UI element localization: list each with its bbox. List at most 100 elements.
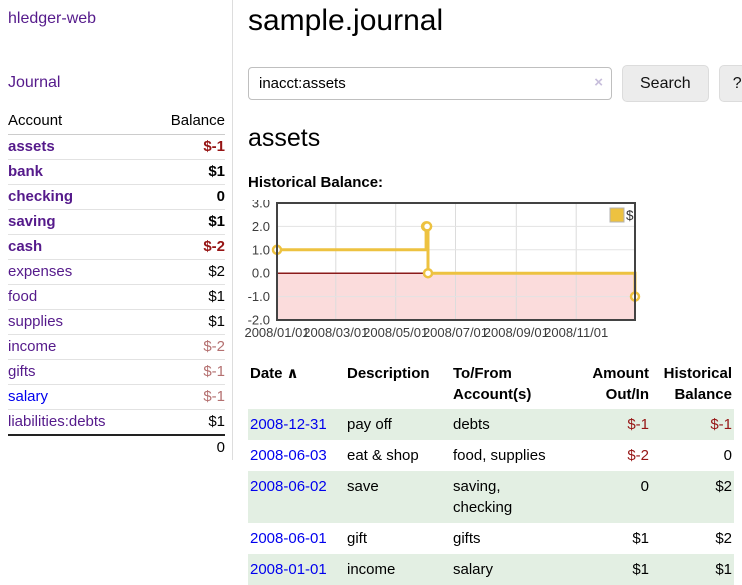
transaction-accounts: food, supplies	[453, 447, 546, 464]
account-link[interactable]: saving	[8, 213, 56, 230]
historical-balance: $-1	[651, 409, 734, 440]
app-brand-link[interactable]: hledger-web	[8, 10, 97, 27]
register-row: 2008-12-31 pay off debts $-1 $-1	[248, 409, 734, 440]
help-button[interactable]: ?	[718, 65, 742, 102]
transaction-description: pay off	[345, 409, 451, 440]
account-balance: $1	[147, 159, 225, 185]
y-axis-tick-label: -1.0	[248, 289, 270, 304]
transaction-accounts: gifts	[453, 530, 481, 547]
date-link[interactable]: 2008-06-01	[250, 530, 327, 547]
account-link[interactable]: liabilities:debts	[8, 413, 106, 430]
register-table: Date ∧ Description To/From Account(s) Amou…	[248, 360, 734, 585]
sidebar-item-journal[interactable]: Journal	[8, 74, 61, 91]
transaction-description: gift	[347, 530, 368, 547]
y-axis-tick-label: -2.0	[248, 313, 270, 328]
historical-balance: $1	[651, 554, 734, 585]
chart-heading: Historical Balance:	[248, 174, 384, 191]
register-row: 2008-06-01 gift gifts $1 $2	[248, 523, 734, 554]
account-row: supplies $1	[8, 309, 225, 335]
accounts-header-balance: Balance	[147, 108, 225, 135]
account-link[interactable]: assets	[8, 138, 55, 155]
account-row: salary $-1	[8, 384, 225, 410]
amount-out-in: $-2	[627, 447, 649, 464]
x-axis-tick-label: 2008/07/01	[423, 325, 488, 340]
amount-out-in: $-1	[580, 409, 651, 440]
account-row: saving $1	[8, 209, 225, 235]
transaction-description: save	[345, 471, 451, 523]
x-axis-tick-label: 2008/03/01	[303, 325, 368, 340]
register-header-accounts: To/From Account(s)	[453, 365, 532, 403]
y-axis-tick-label: 1.0	[252, 242, 270, 257]
account-row: expenses $2	[8, 259, 225, 285]
x-axis-tick-label: 2008/05/01	[363, 325, 428, 340]
account-row: assets $-1	[8, 134, 225, 160]
account-row: gifts $-1	[8, 359, 225, 385]
register-row: 2008-06-03 eat & shop food, supplies $-2 0	[248, 440, 734, 471]
account-row: cash $-2	[8, 234, 225, 260]
legend-label: $	[626, 208, 634, 223]
main-content: sample.journal × Search ? assets Histori…	[233, 0, 742, 585]
register-header-description: Description	[347, 365, 430, 382]
accounts-table: Account Balance assets $-1 bank $1 checking 0…	[8, 108, 225, 460]
account-balance: $-2	[147, 334, 225, 360]
date-link[interactable]: 2008-06-03	[250, 447, 327, 464]
chart-svg[interactable]: $2008/01/012008/03/012008/05/012008/07/0…	[241, 200, 645, 347]
page-title: sample.journal	[248, 4, 444, 37]
sort-ascending-icon: ∧	[286, 365, 299, 382]
account-link[interactable]: income	[8, 338, 57, 355]
account-balance: $1	[147, 309, 225, 335]
accounts-header-account: Account	[8, 108, 148, 135]
accounts-total-row: 0	[8, 434, 225, 460]
x-axis-tick-label: 2008/09/01	[484, 325, 549, 340]
account-link[interactable]: cash	[8, 238, 43, 255]
transaction-description: income	[345, 554, 451, 585]
legend-color-box	[609, 207, 625, 223]
historical-balance: $2	[651, 471, 734, 523]
account-row: checking 0	[8, 184, 225, 210]
account-link[interactable]: supplies	[8, 313, 64, 330]
date-link[interactable]: 2008-06-02	[250, 478, 327, 495]
clear-search-icon[interactable]: ×	[594, 74, 603, 91]
register-header-row: Date ∧ Description To/From Account(s) Amou…	[248, 360, 734, 409]
accounts-header-row: Account Balance	[8, 108, 225, 135]
account-row: income $-2	[8, 334, 225, 360]
account-link[interactable]: gifts	[8, 363, 36, 380]
account-link[interactable]: bank	[8, 163, 44, 180]
data-point-marker[interactable]	[422, 267, 434, 279]
account-heading: assets	[248, 124, 321, 152]
sidebar: hledger-web Journal Account Balance asse…	[0, 0, 233, 460]
account-row: food $1	[8, 284, 225, 310]
account-row: liabilities:debts $1	[8, 409, 225, 436]
historical-balance-chart[interactable]: $2008/01/01 2008/03/01 2008/05/01 2008/07/0…	[241, 200, 742, 347]
account-balance: 0	[147, 184, 225, 210]
y-axis-tick-label: 2.0	[252, 219, 270, 234]
data-point-marker[interactable]	[421, 221, 433, 232]
amount-out-in: 0	[580, 471, 651, 523]
account-balance: $-1	[147, 359, 225, 385]
account-balance: $1	[147, 409, 225, 436]
accounts-total-value: 0	[147, 434, 225, 460]
date-link[interactable]: 2008-12-31	[250, 416, 327, 433]
account-balance: $-2	[147, 234, 225, 260]
historical-balance: 0	[723, 447, 732, 464]
register-header-date[interactable]: Date ∧	[250, 365, 299, 382]
account-link[interactable]: checking	[8, 188, 74, 205]
search-bar: × Search ?	[248, 65, 742, 102]
y-axis-tick-label: 3.0	[252, 200, 270, 211]
account-link[interactable]: food	[8, 288, 38, 305]
transaction-accounts: salary	[451, 554, 580, 585]
account-balance: $-1	[147, 384, 225, 410]
amount-out-in: $1	[580, 554, 651, 585]
search-button[interactable]: Search	[622, 65, 709, 102]
search-input[interactable]	[248, 67, 612, 100]
account-row: bank $1	[8, 159, 225, 185]
transaction-description: eat & shop	[347, 447, 419, 464]
transaction-accounts: debts	[451, 409, 580, 440]
account-balance: $1	[147, 284, 225, 310]
date-link[interactable]: 2008-01-01	[250, 561, 327, 578]
account-link[interactable]: salary	[8, 388, 49, 405]
account-link[interactable]: expenses	[8, 263, 73, 280]
register-row: 2008-06-02 save saving, checking 0 $2	[248, 471, 734, 523]
historical-balance: $2	[715, 530, 732, 547]
